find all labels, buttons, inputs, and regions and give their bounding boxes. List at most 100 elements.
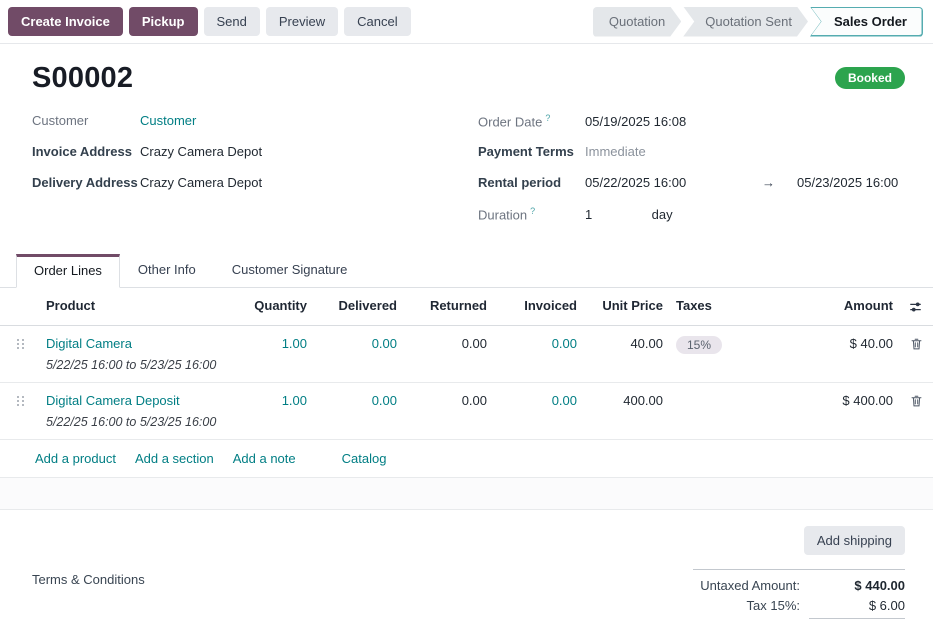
cancel-button[interactable]: Cancel [344,7,411,36]
field-invoice-address: Invoice Address Crazy Camera Depot [32,144,478,175]
optional-columns-icon[interactable] [893,288,923,325]
amount-column-header: Amount [843,298,893,313]
tax-row: Tax 15%: $ 6.00 [693,598,905,613]
delivered-cell[interactable]: 0.00 [371,393,397,408]
catalog-link[interactable]: Catalog [341,451,387,466]
invoiced-column-header: Invoiced [524,298,577,313]
returned-column-header: Returned [429,298,487,313]
order-line-row: Digital Camera 5/22/25 16:00 to 5/23/25 … [0,326,933,383]
taxes-column-header: Taxes [676,298,712,313]
invoice-address-label: Invoice Address [32,144,132,159]
add-section-link[interactable]: Add a section [134,451,214,466]
duration-label: Duration? [478,206,585,222]
help-icon: ? [530,206,536,216]
field-duration: Duration? 1 day [478,206,905,237]
field-rental-period: Rental period 05/22/2025 16:00 → 05/23/2… [478,175,905,206]
statusbar-step-label: Sales Order [834,14,907,29]
duration-unit[interactable]: day [651,207,673,223]
customer-label: Customer [32,113,89,128]
invoiced-cell[interactable]: 0.00 [551,393,577,408]
quantity-cell[interactable]: 1.00 [281,336,307,351]
tab-other-info[interactable]: Other Info [137,262,196,277]
returned-cell[interactable]: 0.00 [461,393,487,408]
field-customer: Customer Customer [32,113,478,144]
product-link[interactable]: Digital Camera [46,336,132,351]
delivery-address-label: Delivery Address [32,175,138,190]
order-date-value[interactable]: 05/19/2025 16:08 [585,114,687,130]
rental-period-subtext: 5/22/25 16:00 to 5/23/25 16:00 [46,358,217,372]
arrow-right-icon: → [762,175,775,190]
duration-value[interactable]: 1 [585,207,620,222]
returned-cell[interactable]: 0.00 [461,336,487,351]
field-payment-terms: Payment Terms Immediate [478,144,905,175]
statusbar-step-label: Quotation [608,14,666,29]
rental-period-subtext: 5/22/25 16:00 to 5/23/25 16:00 [46,415,217,429]
preview-button[interactable]: Preview [265,7,339,36]
field-group-left: Customer Customer Invoice Address Crazy … [32,113,478,237]
rental-end-value[interactable]: 05/23/2025 16:00 [797,175,899,190]
action-buttons: Create Invoice Pickup Send Preview Cance… [8,7,411,36]
untaxed-amount-row: Untaxed Amount: $ 440.00 [693,578,905,593]
quantity-column-header: Quantity [254,298,307,313]
unit-price-column-header: Unit Price [602,298,663,313]
field-groups: Customer Customer Invoice Address Crazy … [32,113,905,237]
delivery-address-value[interactable]: Crazy Camera Depot [140,175,263,190]
tax-tag[interactable]: 15% [676,336,723,354]
unit-price-cell[interactable]: 40.00 [630,336,663,351]
pickup-button[interactable]: Pickup [128,7,198,36]
invoice-address-value[interactable]: Crazy Camera Depot [140,144,263,159]
table-footer-links: Add a product Add a section Add a note C… [0,440,933,478]
product-link[interactable]: Digital Camera Deposit [46,393,180,408]
untaxed-amount-value: $ 440.00 [854,578,905,593]
field-order-date: Order Date? 05/19/2025 16:08 [478,113,905,144]
total-value: $ 446.00 [809,618,905,624]
action-toolbar: Create Invoice Pickup Send Preview Cance… [0,0,933,44]
statusbar-step-sales-order[interactable]: Sales Order [810,6,923,37]
tab-order-lines[interactable]: Order Lines [16,254,120,288]
tax-value: $ 6.00 [868,598,905,613]
create-invoice-button[interactable]: Create Invoice [8,7,123,36]
tax-label: Tax 15%: [746,598,800,613]
delivered-column-header: Delivered [338,298,397,313]
help-icon: ? [545,113,551,123]
amount-cell: $ 400.00 [842,393,893,408]
invoiced-cell[interactable]: 0.00 [551,336,577,351]
terms-and-conditions[interactable]: Terms & Conditions [32,572,145,587]
statusbar-active-bg [811,8,922,35]
drag-handle-icon[interactable] [16,326,46,351]
delete-row-icon[interactable] [893,383,923,411]
order-lines-header: Product Quantity Delivered Returned Invo… [0,288,933,326]
total-row: Total: $ 446.00 [693,618,905,624]
add-note-link[interactable]: Add a note [232,451,296,466]
field-group-right: Order Date? 05/19/2025 16:08 Payment Ter… [478,113,905,237]
add-product-link[interactable]: Add a product [35,451,116,466]
empty-table-band [0,478,933,510]
unit-price-cell[interactable]: 400.00 [623,393,663,408]
tab-customer-signature[interactable]: Customer Signature [231,262,348,277]
statusbar-step-quotation[interactable]: Quotation [593,7,681,37]
rental-start-value[interactable]: 05/22/2025 16:00 [585,175,687,190]
totals-column: Add shipping Untaxed Amount: $ 440.00 Ta… [693,526,905,624]
statusbar: Quotation Quotation Sent Sales Order [593,6,923,37]
product-column-header: Product [46,298,96,313]
untaxed-amount-label: Untaxed Amount: [700,578,800,593]
statusbar-step-quotation-sent[interactable]: Quotation Sent [683,7,808,37]
duration-number: 1 [585,207,593,223]
record-title[interactable]: S00002 [32,62,134,94]
delete-row-icon[interactable] [893,326,923,354]
payment-terms-value[interactable]: Immediate [585,144,646,159]
delivered-cell[interactable]: 0.00 [371,336,397,351]
add-shipping-button[interactable]: Add shipping [803,526,905,555]
customer-value[interactable]: Customer [140,113,197,128]
order-date-label: Order Date? [478,113,585,129]
status-badge: Booked [834,67,905,89]
payment-terms-label: Payment Terms [478,144,574,159]
duration-label-text: Duration [478,207,528,223]
drag-handle-icon[interactable] [16,383,46,408]
form-footer: Terms & Conditions Add shipping Untaxed … [0,510,933,624]
quantity-cell[interactable]: 1.00 [281,393,307,408]
order-line-row: Digital Camera Deposit 5/22/25 16:00 to … [0,383,933,440]
notebook-tabs: Order Lines Other Info Customer Signatur… [0,253,933,288]
send-button[interactable]: Send [203,7,260,36]
field-delivery-address: Delivery Address Crazy Camera Depot [32,175,478,206]
